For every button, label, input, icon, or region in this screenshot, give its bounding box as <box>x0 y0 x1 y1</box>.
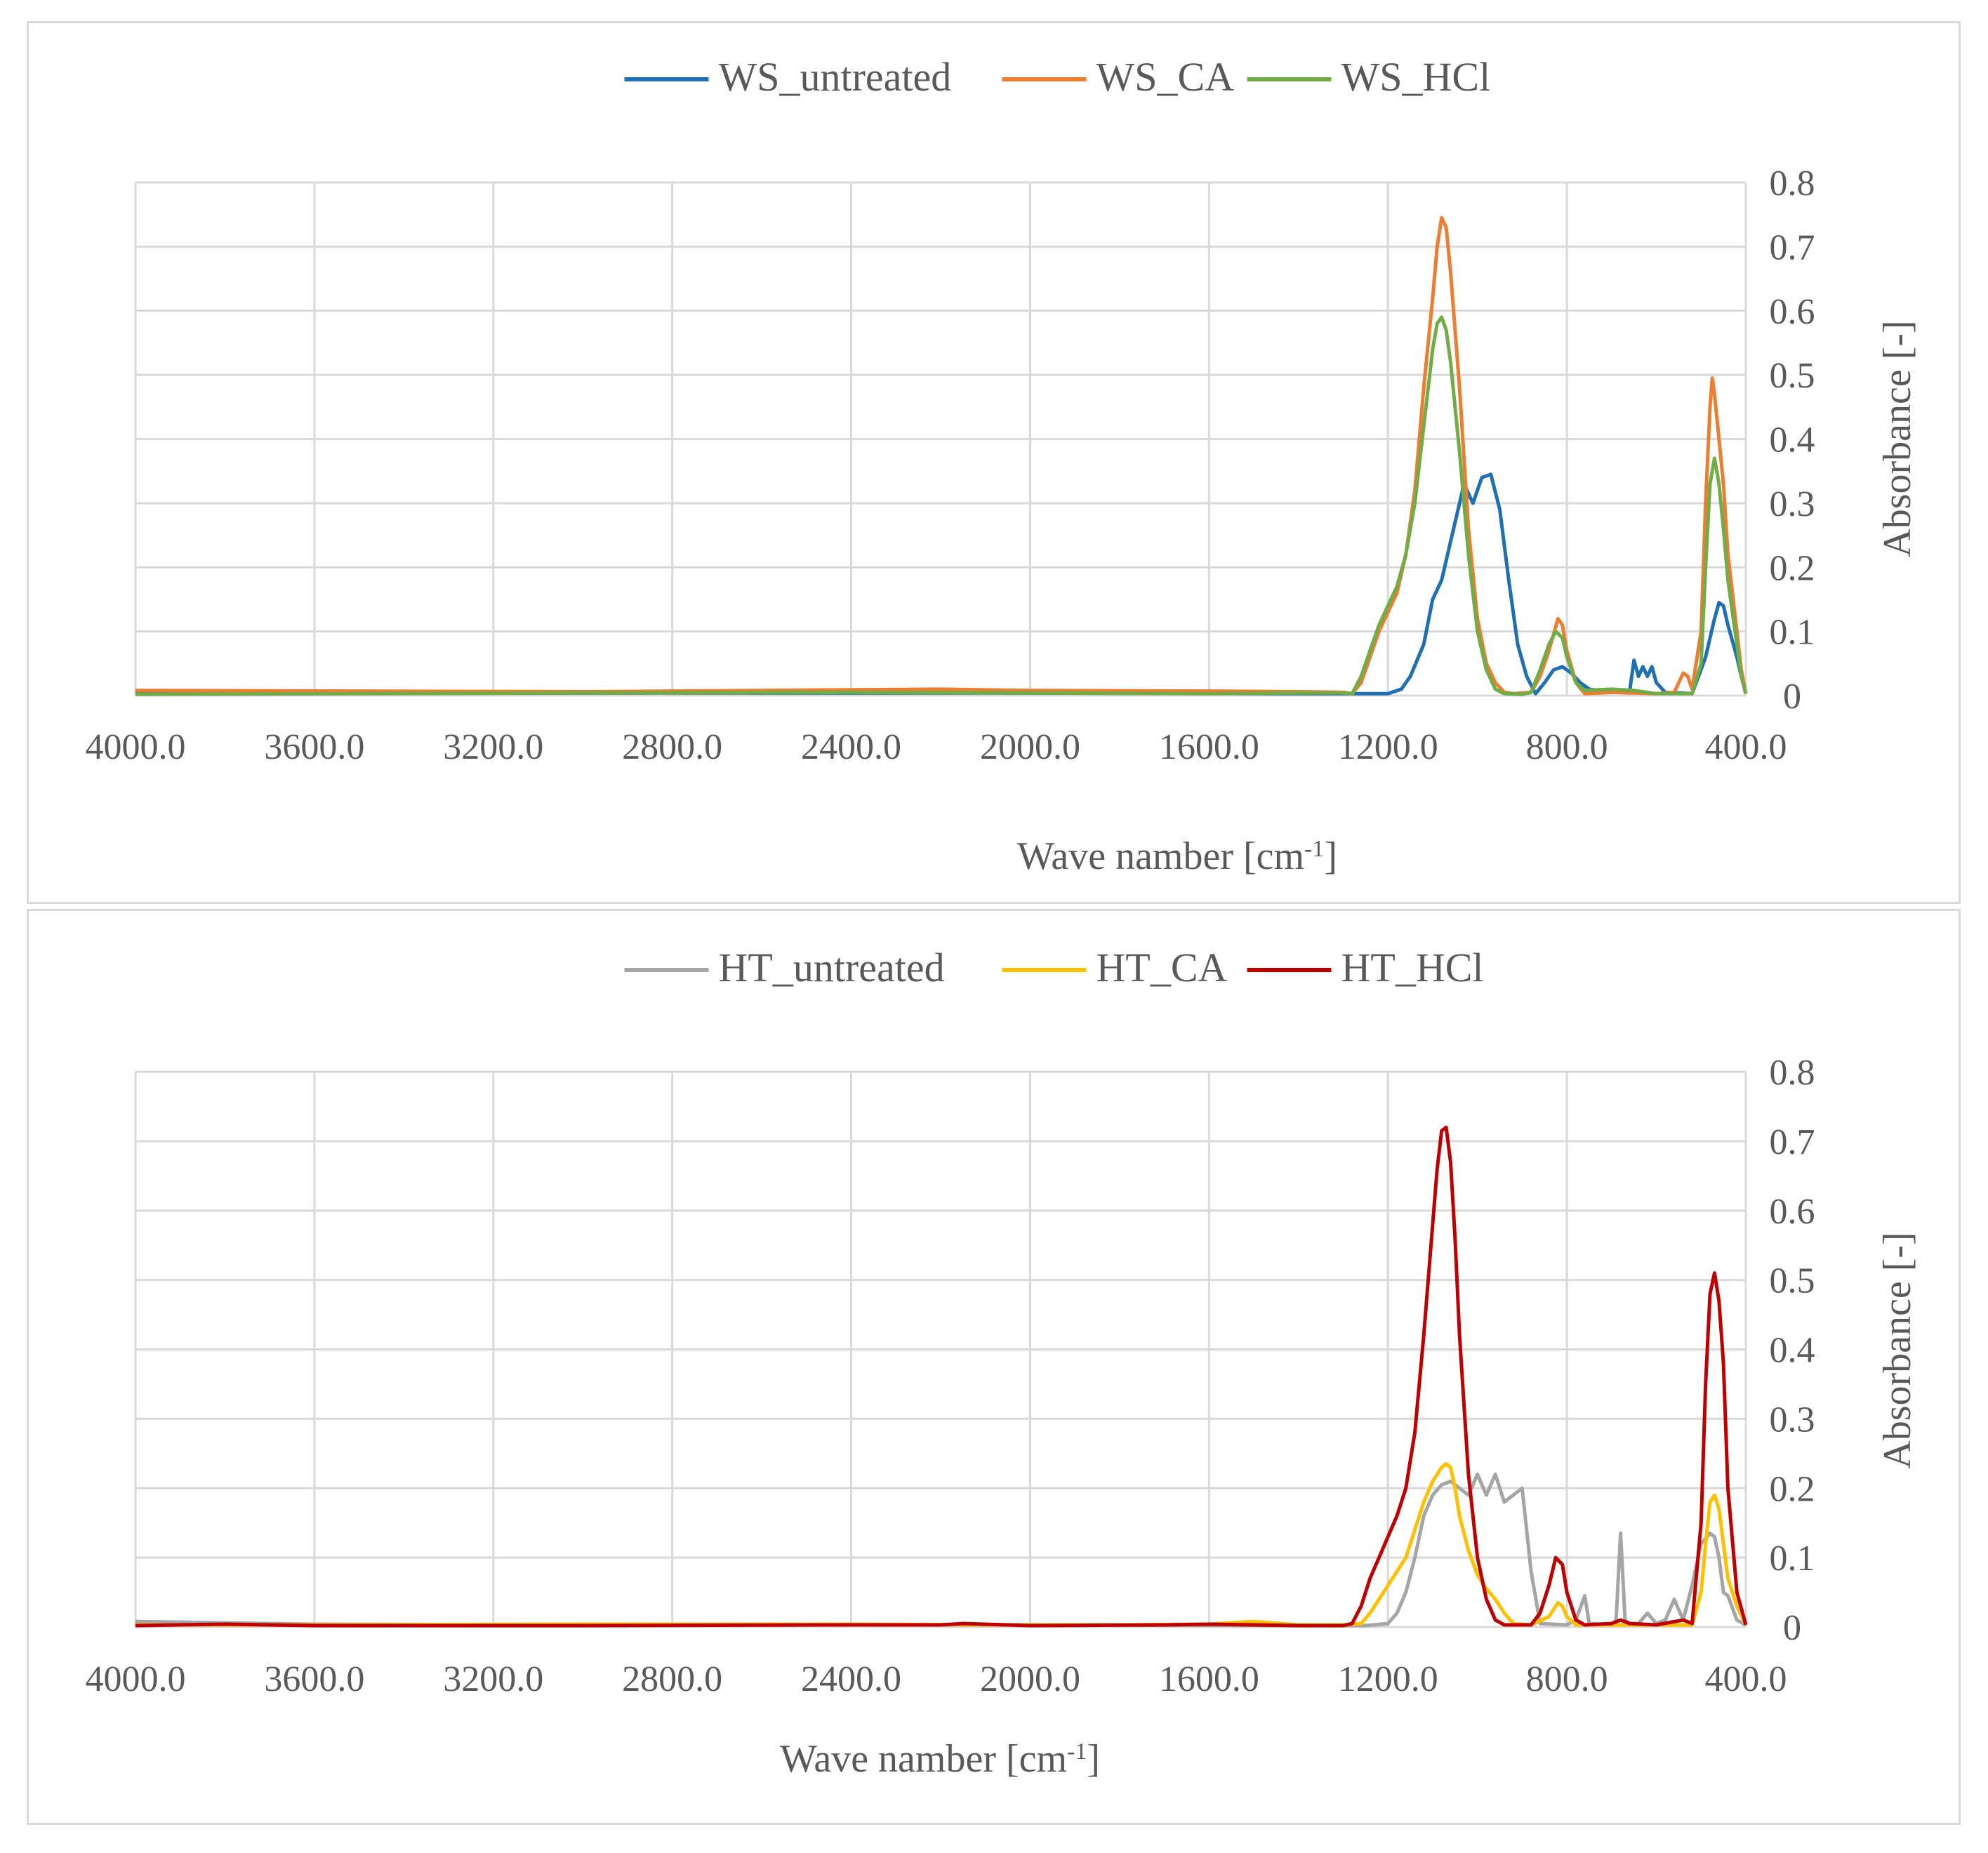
ws-x-tick-label: 1600.0 <box>1159 727 1259 767</box>
series-line-ws-hcl <box>135 315 1748 696</box>
ws-y-axis-title: Absorbance [-] <box>1876 320 1919 557</box>
ht-y-tick-label: 0.2 <box>1770 1469 1815 1509</box>
series-line-ht-untreated <box>135 1473 1747 1628</box>
ws-y-tick-label: 0.2 <box>1770 548 1815 588</box>
legend-label: WS_HCl <box>1341 54 1491 100</box>
ws-legend: WS_untreated WS_CA WS_HCl <box>624 54 1491 100</box>
ws-y-tick-label: 0.1 <box>1770 613 1815 653</box>
ht-x-tick-label: 4000.0 <box>86 1659 186 1699</box>
ws-y-tick-label: 0.4 <box>1770 420 1815 460</box>
series-line-ht-hcl <box>135 1125 1748 1628</box>
ht-x-axis-title: Wave namber [cm-1] <box>780 1737 1100 1781</box>
ws-x-tick-label: 2400.0 <box>801 727 901 767</box>
ws-y-tick-label: 0 <box>1783 677 1801 717</box>
legend-item-ht-ca: HT_CA <box>1002 945 1228 990</box>
ws-x-axis-title: Wave namber [cm-1] <box>1017 835 1337 878</box>
ws-x-tick-label: 1200.0 <box>1338 727 1438 767</box>
ws-y-tick-label: 0.8 <box>1770 164 1815 204</box>
legend-label: WS_untreated <box>719 54 952 100</box>
legend-item-ws-ca: WS_CA <box>1002 54 1235 100</box>
series-line-ws-ca <box>135 215 1748 696</box>
ws-spectrum-chart: 4000.0 3600.0 3200.0 2800.0 2400.0 2000.0 1600… <box>86 54 1920 878</box>
ht-x-tick-label: 1600.0 <box>1159 1659 1259 1699</box>
ht-y-axis-title: Absorbance [-] <box>1876 1232 1919 1468</box>
ht-x-tick-label: 1200.0 <box>1338 1659 1438 1699</box>
ht-x-tick-label: 400.0 <box>1705 1659 1787 1699</box>
ht-y-tick-label: 0.5 <box>1770 1261 1815 1301</box>
ws-x-tick-label: 400.0 <box>1705 727 1787 767</box>
legend-item-ht-untreated: HT_untreated <box>624 945 945 990</box>
series-line-ws-untreated <box>135 472 1748 696</box>
ws-y-tick-label: 0.3 <box>1770 484 1815 524</box>
ht-x-tick-label: 2000.0 <box>980 1659 1080 1699</box>
ws-x-tick-label: 4000.0 <box>86 727 186 767</box>
ht-x-tick-label: 800.0 <box>1526 1659 1608 1699</box>
ws-chart-panel: 4000.0 3600.0 3200.0 2800.0 2400.0 2000.0 1600… <box>27 21 1961 904</box>
ws-x-tick-label: 2000.0 <box>980 727 1080 767</box>
ht-legend: HT_untreated HT_CA HT_HCl <box>624 945 1484 990</box>
ws-x-tick-label: 3200.0 <box>443 727 543 767</box>
ht-x-tick-label: 3200.0 <box>443 1659 543 1699</box>
ht-y-tick-label: 0.4 <box>1770 1331 1815 1371</box>
ht-y-tick-label: 0.7 <box>1770 1122 1815 1162</box>
ht-x-tick-label: 3600.0 <box>264 1659 364 1699</box>
legend-item-ht-hcl: HT_HCl <box>1247 945 1484 990</box>
ht-y-tick-label: 0.1 <box>1770 1539 1815 1579</box>
ws-y-tick-label: 0.6 <box>1770 292 1815 332</box>
ht-y-tick-label: 0.6 <box>1770 1192 1815 1232</box>
ws-x-tick-label: 2800.0 <box>622 727 722 767</box>
ws-y-tick-label: 0.5 <box>1770 356 1815 396</box>
ht-x-tick-label: 2800.0 <box>622 1659 722 1699</box>
legend-item-ws-untreated: WS_untreated <box>624 54 952 100</box>
ht-y-tick-label: 0.3 <box>1770 1400 1815 1440</box>
ws-x-tick-label: 800.0 <box>1526 727 1608 767</box>
legend-label: HT_untreated <box>719 945 945 990</box>
legend-item-ws-hcl: WS_HCl <box>1247 54 1491 100</box>
ws-x-tick-label: 3600.0 <box>264 727 364 767</box>
ht-chart-panel: 4000.0 3600.0 3200.0 2800.0 2400.0 2000.0 1600… <box>27 909 1961 1825</box>
ht-spectrum-chart: 4000.0 3600.0 3200.0 2800.0 2400.0 2000.0 1600… <box>86 945 1920 1781</box>
legend-label: WS_CA <box>1096 54 1235 100</box>
legend-label: HT_CA <box>1096 945 1228 990</box>
ws-y-tick-label: 0.7 <box>1770 227 1815 267</box>
ws-grid <box>134 181 1747 697</box>
ht-x-tick-label: 2400.0 <box>801 1659 901 1699</box>
ht-y-tick-label: 0 <box>1783 1608 1801 1648</box>
legend-label: HT_HCl <box>1341 945 1484 990</box>
ht-y-tick-label: 0.8 <box>1770 1053 1815 1093</box>
ht-grid <box>134 1070 1747 1628</box>
